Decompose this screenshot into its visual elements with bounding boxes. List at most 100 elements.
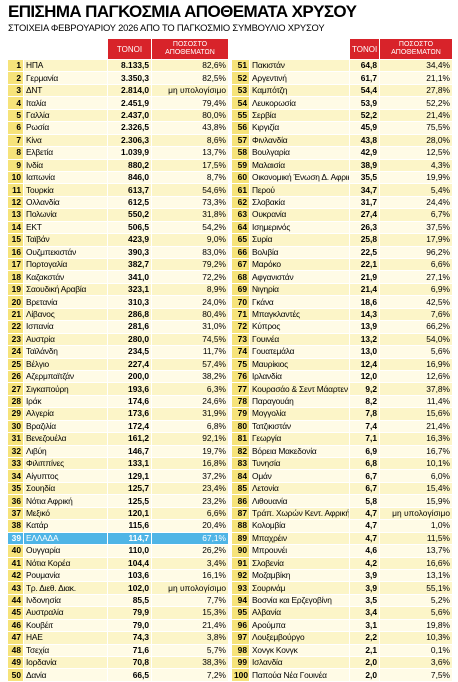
share: 15,4% — [379, 481, 453, 496]
country: Αυστραλία — [23, 606, 108, 620]
rank: 70 — [231, 295, 250, 309]
rank: 34 — [7, 469, 24, 483]
tonnes: 102,0 — [107, 581, 152, 595]
country: Μογγολία — [249, 407, 350, 421]
rank: 12 — [7, 195, 24, 210]
country: Πορτογαλία — [23, 257, 108, 272]
share: 5,7% — [151, 643, 229, 658]
tonnes: 1.039,9 — [107, 146, 152, 160]
row: 70 Γκάνα 18,6 42,5% — [231, 295, 453, 309]
row: 30 Βραζιλία 172,4 6,8% — [7, 419, 229, 434]
tonnes: 13,0 — [349, 345, 380, 359]
country: Ρωσία — [23, 121, 108, 135]
rank: 88 — [231, 519, 250, 533]
tonnes: 22,5 — [349, 245, 380, 260]
blank — [249, 38, 350, 60]
rank: 52 — [231, 71, 250, 85]
tonnes: 3,1 — [349, 618, 380, 633]
row: 99 Ισλανδία 2,0 3,6% — [231, 655, 453, 670]
rank: 11 — [7, 183, 24, 197]
share: 96,2% — [379, 245, 453, 260]
tonnes: 173,6 — [107, 407, 152, 421]
share: 13,7% — [379, 544, 453, 558]
share: 5,2% — [379, 593, 453, 608]
row: 83 Τυνησία 6,8 10,1% — [231, 456, 453, 471]
share: 6,8% — [151, 419, 229, 434]
header-tonnes: ΤΟΝΟΙ — [349, 38, 380, 60]
country: Κουβέιτ — [23, 618, 108, 633]
rank: 65 — [231, 233, 250, 247]
tonnes: 71,6 — [107, 643, 152, 658]
country: Ομάν — [249, 469, 350, 483]
tonnes: 79,9 — [107, 606, 152, 620]
country: ΗΠΑ — [23, 58, 108, 73]
row: 43 Τρ. Διεθ. Διακ. 102,0 μη υπολογίσιμο — [7, 581, 229, 595]
table-left: ΤΟΝΟΙ ΠΟΣΟΣΤΟ ΑΠΟΘΕΜΑΤΩΝ 1 ΗΠΑ 8.133,5 82,6% 2… — [7, 38, 229, 682]
share: 52,2% — [379, 96, 453, 110]
rank: 30 — [7, 419, 24, 434]
tonnes: 103,6 — [107, 568, 152, 583]
row: 87 Τράπ. Χωρών Κεντ. Αφρικής 4,7 μη υπολογί… — [231, 506, 453, 521]
blank — [23, 38, 108, 60]
rank: 46 — [7, 618, 24, 633]
row: 51 Πακιστάν 64,8 34,4% — [231, 58, 453, 73]
share: 23,4% — [151, 481, 229, 496]
rank: 47 — [7, 631, 24, 645]
tonnes: 506,5 — [107, 220, 152, 235]
tonnes: 2.306,3 — [107, 133, 152, 148]
rank: 75 — [231, 357, 250, 371]
tonnes: 2.326,5 — [107, 121, 152, 135]
rank: 23 — [7, 332, 24, 347]
rank: 24 — [7, 345, 24, 359]
row: 67 Μαρόκο 22,1 6,6% — [231, 257, 453, 272]
tonnes: 53,9 — [349, 96, 380, 110]
share: 83,0% — [151, 245, 229, 260]
share: 13,7% — [151, 146, 229, 160]
share: 82,5% — [151, 71, 229, 85]
rank: 2 — [7, 71, 24, 85]
country: ΗΑΕ — [23, 631, 108, 645]
rank: 8 — [7, 146, 24, 160]
country: Πολωνία — [23, 208, 108, 222]
rank: 10 — [7, 170, 24, 185]
country: Οικονομική Ένωση Δ. Αφρικής — [249, 170, 350, 185]
header-share-line: ΑΠΟΘΕΜΑΤΩΝ — [165, 49, 215, 56]
rank: 97 — [231, 631, 250, 645]
row: 98 Χονγκ Κονγκ 2,1 0,1% — [231, 643, 453, 658]
share: 17,9% — [379, 233, 453, 247]
share: 27,1% — [379, 270, 453, 284]
share: 37,2% — [151, 469, 229, 483]
row: 57 Φινλανδία 43,8 28,0% — [231, 133, 453, 148]
tonnes: 4,7 — [349, 519, 380, 533]
country: Καμπότζη — [249, 83, 350, 98]
row: 75 Μαυρίκιος 12,4 16,9% — [231, 357, 453, 371]
share: 21,1% — [379, 71, 453, 85]
country: Μπρουνέι — [249, 544, 350, 558]
country: Συρία — [249, 233, 350, 247]
rank: 82 — [231, 444, 250, 459]
row: 55 Σερβία 52,2 21,4% — [231, 108, 453, 123]
country: Τυνησία — [249, 456, 350, 471]
tonnes: 18,6 — [349, 295, 380, 309]
country: Αίγυπτος — [23, 469, 108, 483]
tonnes: 7,4 — [349, 419, 380, 434]
rank: 79 — [231, 407, 250, 421]
row: 1 ΗΠΑ 8.133,5 82,6% — [7, 58, 229, 73]
country: Σουρινάμ — [249, 581, 350, 595]
row: 26 Αζερμπαϊτζάν 200,0 38,2% — [7, 369, 229, 384]
rank: 76 — [231, 369, 250, 384]
row: 73 Γουινέα 13,2 54,0% — [231, 332, 453, 347]
tonnes: 390,3 — [107, 245, 152, 260]
share: 38,2% — [151, 369, 229, 384]
tonnes: 550,2 — [107, 208, 152, 222]
row: 13 Πολωνία 550,2 31,8% — [7, 208, 229, 222]
country: Μπαχρέιν — [249, 531, 350, 546]
row: 32 Λιβύη 146,7 19,7% — [7, 444, 229, 459]
tonnes: 612,5 — [107, 195, 152, 210]
rank: 22 — [7, 320, 24, 334]
row: 60 Οικονομική Ένωση Δ. Αφρικής 35,5 19,9% — [231, 170, 453, 185]
tonnes: 35,5 — [349, 170, 380, 185]
row: 39 ΕΛΛΑΔΑ 114,7 67,1% — [7, 531, 229, 546]
tonnes: 42,9 — [349, 146, 380, 160]
share: 1,0% — [379, 519, 453, 533]
